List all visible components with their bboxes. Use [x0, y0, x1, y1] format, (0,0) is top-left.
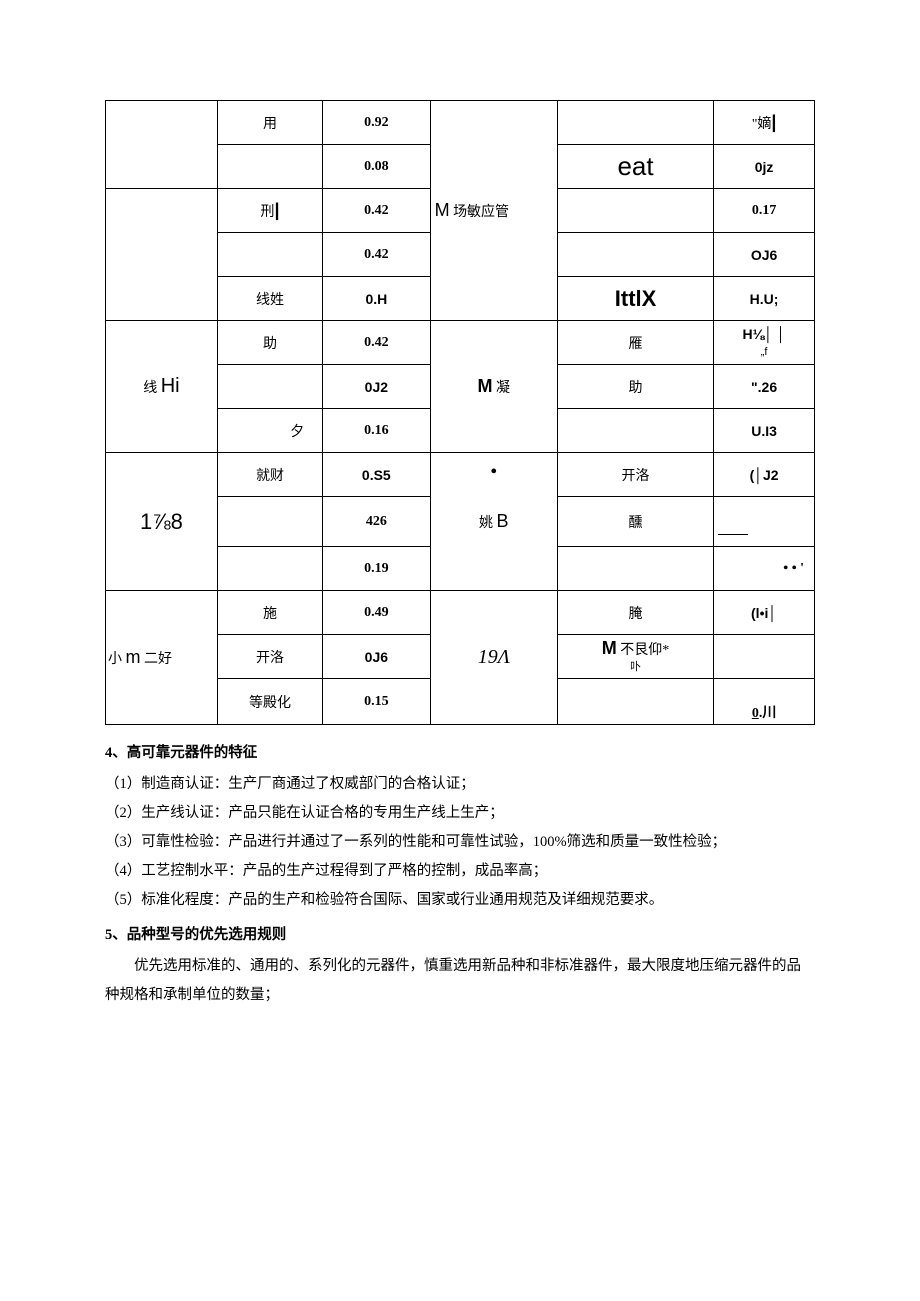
- paragraph: （2）生产线认证：产品只能在认证合格的专用生产线上生产；: [105, 799, 815, 828]
- cell: 夕: [217, 409, 322, 453]
- cell: 等殿化: [217, 679, 322, 725]
- cell: 426: [323, 497, 430, 547]
- cell: 0.49: [323, 591, 430, 635]
- table-row: 线 Hi 助 0.42 M 凝 雁 H⅛│ │„f: [106, 321, 815, 365]
- cell: [557, 233, 713, 277]
- cell: 0.H: [323, 277, 430, 321]
- cell: [217, 365, 322, 409]
- cell: H⅛│ │„f: [714, 321, 815, 365]
- cell: [217, 145, 322, 189]
- cell: • • ': [714, 547, 815, 591]
- cell: 线姓: [217, 277, 322, 321]
- cell: [106, 189, 218, 321]
- cell: [557, 409, 713, 453]
- cell: [557, 547, 713, 591]
- cell: [557, 189, 713, 233]
- cell: 就财: [217, 453, 322, 497]
- cell: M 不艮仰*卟: [557, 635, 713, 679]
- cell: 小 m 二好: [106, 591, 218, 725]
- cell: 0.16: [323, 409, 430, 453]
- cell: U.I3: [714, 409, 815, 453]
- cell: 0.42: [323, 321, 430, 365]
- paragraph: 优先选用标准的、通用的、系列化的元器件，慎重选用新品种和非标准器件，最大限度地压…: [105, 952, 815, 1010]
- cell: 0.川: [714, 679, 815, 725]
- cell-text: 姚 B: [431, 511, 557, 532]
- paragraph: （4）工艺控制水平：产品的生产过程得到了严格的控制，成品率高；: [105, 857, 815, 886]
- cell: H.U;: [714, 277, 815, 321]
- cell: IttlX: [557, 277, 713, 321]
- cell: 开洛: [217, 635, 322, 679]
- cell: 0.08: [323, 145, 430, 189]
- cell: 0.92: [323, 101, 430, 145]
- cell: 1⅞8: [106, 453, 218, 591]
- cell: ".26: [714, 365, 815, 409]
- cell: [217, 233, 322, 277]
- cell: [217, 547, 322, 591]
- cell: 线 Hi: [106, 321, 218, 453]
- section-heading-5: 5、品种型号的优先选用规则: [105, 921, 815, 950]
- cell: M 凝: [430, 321, 557, 453]
- cell: 助: [557, 365, 713, 409]
- cell: 雁: [557, 321, 713, 365]
- cell: • 姚 B: [430, 453, 557, 591]
- cell: 刑|: [217, 189, 322, 233]
- cell: 开洛: [557, 453, 713, 497]
- cell: 0.17: [714, 189, 815, 233]
- cell: 腌: [557, 591, 713, 635]
- cell: 0.42: [323, 189, 430, 233]
- cell: 0.42: [323, 233, 430, 277]
- table-row: 用 0.92 M 场敏应管 "嫡|: [106, 101, 815, 145]
- cell: 助: [217, 321, 322, 365]
- cell: 0J2: [323, 365, 430, 409]
- paragraph: （3）可靠性检验：产品进行并通过了一系列的性能和可靠性试验，100%筛选和质量一…: [105, 828, 815, 857]
- body-text: 4、高可靠元器件的特征 （1）制造商认证：生产厂商通过了权威部门的合格认证； （…: [105, 739, 815, 1010]
- cell: 用: [217, 101, 322, 145]
- table-row: 1⅞8 就财 0.S5 • 姚 B 开洛 (│J2: [106, 453, 815, 497]
- cell: 0jz: [714, 145, 815, 189]
- cell: eat: [557, 145, 713, 189]
- paragraph: （1）制造商认证：生产厂商通过了权威部门的合格认证；: [105, 770, 815, 799]
- cell: [557, 679, 713, 725]
- cell: (l•i│: [714, 591, 815, 635]
- cell: [557, 101, 713, 145]
- paragraph: （5）标准化程度：产品的生产和检验符合国际、国家或行业通用规范及详细规范要求。: [105, 886, 815, 915]
- cell: 0.S5: [323, 453, 430, 497]
- cell: M 场敏应管: [430, 101, 557, 321]
- cell: [106, 101, 218, 189]
- cell: [714, 635, 815, 679]
- cell: "嫡|: [714, 101, 815, 145]
- cell: 0.19: [323, 547, 430, 591]
- cell: 19Λ: [430, 591, 557, 725]
- dot-icon: •: [431, 461, 557, 484]
- section-heading-4: 4、高可靠元器件的特征: [105, 739, 815, 768]
- cell: OJ6: [714, 233, 815, 277]
- document-page: 用 0.92 M 场敏应管 "嫡| 0.08 eat 0jz 刑| 0.42 0…: [0, 0, 920, 1070]
- cell: 施: [217, 591, 322, 635]
- data-table: 用 0.92 M 场敏应管 "嫡| 0.08 eat 0jz 刑| 0.42 0…: [105, 100, 815, 725]
- cell: [217, 497, 322, 547]
- table-row: 小 m 二好 施 0.49 19Λ 腌 (l•i│: [106, 591, 815, 635]
- cell: [714, 497, 815, 547]
- cell: 0J6: [323, 635, 430, 679]
- cell: (│J2: [714, 453, 815, 497]
- cell: 醺: [557, 497, 713, 547]
- cell: 0.15: [323, 679, 430, 725]
